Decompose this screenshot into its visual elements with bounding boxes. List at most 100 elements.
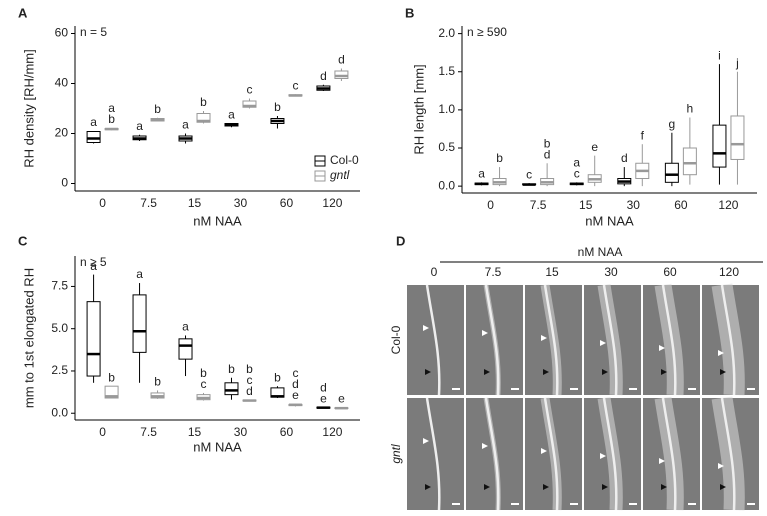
significance-letter: b — [200, 366, 207, 380]
x-tick-label: 15 — [188, 196, 202, 210]
significance-letter: d — [338, 53, 345, 67]
arrowhead — [425, 369, 431, 375]
x-tick-label: 120 — [718, 198, 738, 212]
x-tick-label: 15 — [188, 425, 202, 439]
x-tick-label: 30 — [627, 198, 641, 212]
box — [664, 162, 679, 183]
x-tick-label: 30 — [234, 196, 248, 210]
x-tick-label: 60 — [280, 425, 294, 439]
significance-letter: d — [320, 69, 327, 83]
box — [132, 294, 147, 353]
y-tick-label: 60 — [55, 26, 69, 40]
arrowhead — [602, 369, 608, 375]
significance-letter: a — [182, 320, 189, 334]
significance-letter: a — [90, 115, 97, 129]
significance-letter: h — [687, 102, 694, 116]
significance-letter: b — [108, 370, 115, 384]
box — [86, 301, 101, 377]
significance-letter: d — [544, 147, 551, 161]
x-tick-label: 120 — [322, 196, 342, 210]
arrowhead — [718, 463, 724, 469]
significance-letter: e — [320, 391, 327, 405]
significance-letter: c — [246, 83, 252, 97]
root — [661, 397, 677, 511]
significance-letter: f — [641, 128, 645, 142]
significance-letter: b — [246, 362, 253, 376]
arrowhead — [600, 453, 606, 459]
arrowhead — [541, 448, 547, 454]
panel-label: B — [405, 5, 414, 20]
y-tick-label: 0.5 — [438, 140, 455, 154]
legend-label: gntl — [330, 168, 350, 182]
significance-letter: c — [292, 78, 298, 92]
arrowhead — [718, 350, 724, 356]
x-tick-label: 0 — [487, 198, 494, 212]
x-tick-label: 7.5 — [140, 196, 157, 210]
significance-letter: e — [338, 391, 345, 405]
arrowhead — [600, 340, 606, 346]
significance-letter: a — [108, 101, 115, 115]
row-label: Col-0 — [389, 325, 403, 354]
arrowhead — [425, 484, 431, 490]
arrowhead — [482, 443, 488, 449]
significance-letter: c — [526, 167, 532, 181]
x-tick-label: 0 — [99, 425, 106, 439]
significance-letter: a — [228, 108, 235, 122]
y-tick-label: 1.5 — [438, 64, 455, 78]
y-tick-label: 0 — [61, 176, 68, 190]
y-tick-label: 20 — [55, 126, 69, 140]
significance-letter: b — [274, 370, 281, 384]
x-axis-title: nM NAA — [193, 439, 242, 454]
x-tick-label: 60 — [674, 198, 688, 212]
significance-letter: d — [292, 377, 299, 391]
column-label: 15 — [545, 265, 559, 279]
box — [224, 382, 239, 396]
panel-label: D — [396, 233, 405, 248]
significance-letter: b — [544, 136, 551, 150]
x-tick-label: 7.5 — [140, 425, 157, 439]
significance-letter: a — [136, 267, 143, 281]
significance-letter: b — [228, 362, 235, 376]
box — [712, 124, 727, 168]
significance-letter: d — [246, 384, 253, 398]
arrowhead — [659, 458, 665, 464]
root — [484, 397, 500, 511]
y-tick-label: 2.5 — [51, 363, 68, 377]
row-label: gntl — [389, 444, 403, 464]
y-tick-label: 0.0 — [51, 405, 68, 419]
significance-letter: b — [200, 95, 207, 109]
annotation: n ≥ 5 — [80, 255, 107, 269]
box — [104, 385, 119, 399]
significance-letter: c — [292, 366, 298, 380]
significance-letter: b — [154, 102, 161, 116]
y-tick-label: 5.0 — [51, 321, 68, 335]
column-label: 30 — [604, 265, 618, 279]
arrowhead — [659, 345, 665, 351]
y-tick-label: 40 — [55, 76, 69, 90]
arrowhead — [661, 484, 667, 490]
x-tick-label: 120 — [322, 425, 342, 439]
box — [682, 147, 697, 176]
x-tick-label: 7.5 — [530, 198, 547, 212]
arrowhead — [602, 484, 608, 490]
arrowhead — [543, 369, 549, 375]
significance-letter: a — [90, 259, 97, 273]
annotation: n ≥ 590 — [467, 25, 507, 39]
y-tick-label: 7.5 — [51, 279, 68, 293]
significance-letter: c — [574, 166, 580, 180]
root — [425, 284, 441, 396]
significance-letter: a — [182, 118, 189, 132]
x-tick-label: 0 — [99, 196, 106, 210]
arrowhead — [661, 369, 667, 375]
root — [543, 284, 559, 396]
root — [602, 397, 618, 511]
x-axis-title: nM NAA — [585, 213, 634, 228]
significance-letter: e — [591, 140, 598, 154]
y-axis-title: RH length [mm] — [411, 64, 426, 154]
x-tick-label: 30 — [234, 425, 248, 439]
significance-letter: d — [621, 151, 628, 165]
significance-letter: g — [669, 117, 676, 131]
header: nM NAA — [578, 245, 623, 259]
arrowhead — [423, 438, 429, 444]
